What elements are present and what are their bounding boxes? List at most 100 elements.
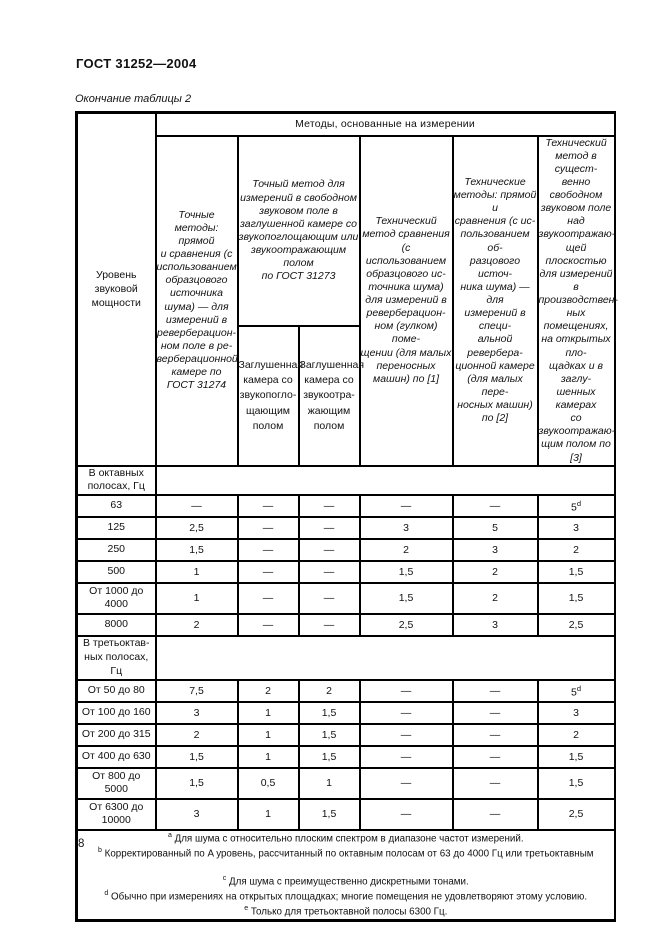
value-cell: 1	[297, 766, 361, 800]
value-cell: —	[451, 766, 539, 800]
value-cell: —	[358, 678, 454, 703]
value-cell: —	[297, 559, 361, 584]
value-cell: 5d	[536, 493, 616, 518]
row-label-cell: 250	[75, 537, 157, 562]
table-row: От 50 до 80 7,5 2 2— —5d	[75, 678, 616, 703]
value-cell: 1	[236, 797, 300, 831]
value-cell: —	[451, 722, 539, 747]
footnote-marker: c	[222, 874, 227, 882]
subheader-row: Заглушенная камера со звукопогло- щающим…	[77, 325, 615, 467]
method-header-col2: Точные методы: прямой и сравнения (с исп…	[154, 134, 239, 467]
table-row: 250 1,5— —2 3 2	[75, 537, 616, 562]
value-cell: 1,5	[358, 581, 454, 615]
table-row: От 800 до 5000 1,5 0,5 1— —1,5	[75, 766, 616, 800]
footnote-c: c Для шума с преимущественно дискретными…	[222, 874, 469, 888]
value-cell: —	[451, 678, 539, 703]
value-cell: —	[451, 797, 539, 831]
footnote-a: a Для шума с относительно плоским спектр…	[167, 831, 524, 845]
value-cell: 1	[236, 744, 300, 769]
row-label-cell: От 1000 до 4000	[75, 581, 157, 615]
subheader-col4: Заглушенная камера со звукоотра- жающим …	[297, 325, 364, 467]
row-label-cell: 63	[75, 493, 157, 518]
value-cell: —	[297, 612, 361, 637]
row-label-cell: От 6300 до 10000	[75, 797, 157, 831]
footnote-marker: a	[167, 831, 172, 839]
footnote-b: b Корректированный по A уровень, рассчит…	[98, 846, 594, 860]
footnote-marker: e	[244, 904, 249, 912]
table-row: От 400 до 630 1,5 1 1,5— —1,5	[75, 744, 616, 769]
value-cell: 1	[236, 700, 300, 725]
value-cell: —	[236, 559, 300, 584]
row-label-cell: От 800 до 5000	[75, 766, 157, 800]
value-cell: —	[451, 744, 539, 769]
value-cell: 1,5	[297, 722, 361, 747]
footnote-d: d Обычно при измерениях на открытых площ…	[104, 889, 588, 903]
doc-number: ГОСТ 31252—2004	[76, 56, 197, 71]
col1-header-cell: Уровень звуковой мощности	[75, 111, 157, 467]
value-cell: —	[297, 537, 361, 562]
value-cell: —	[297, 515, 361, 540]
value-cell: 1,5	[297, 744, 361, 769]
row-label-cell: От 50 до 80	[75, 678, 157, 703]
value-cell: 3	[154, 700, 239, 725]
value-cell: 3	[154, 797, 239, 831]
section-label-cell: В октавных полосах, Гц	[75, 464, 157, 496]
footnote-ref: d	[576, 683, 582, 693]
row-label-cell: От 400 до 630	[75, 744, 157, 769]
table-2: Уровень звуковой мощности Методы, основа…	[75, 111, 618, 922]
value-cell: 3	[451, 537, 539, 562]
value-cell: 2	[451, 581, 539, 615]
value-cell: 2	[236, 678, 300, 703]
method-header-row: Точные методы: прямой и сравнения (с исп…	[77, 134, 618, 467]
value-cell: —	[451, 700, 539, 725]
value-cell: 5	[451, 515, 539, 540]
value-cell: 0,5	[236, 766, 300, 800]
value-cell: —	[451, 493, 539, 518]
value-cell: 2,5	[536, 797, 616, 831]
value-cell: 1,5	[536, 581, 616, 615]
value-cell: —	[358, 700, 454, 725]
value-cell: 1,5	[297, 797, 361, 831]
row-label-cell: От 200 до 315	[75, 722, 157, 747]
value-cell: —	[236, 612, 300, 637]
value-cell: 2,5	[536, 612, 616, 637]
band-header-cell: Методы, основанные на измерении	[154, 111, 616, 137]
value-cell: 1,5	[297, 700, 361, 725]
value-cell: 1	[154, 581, 239, 615]
footnotes-row: a Для шума с относительно плоским спектр…	[75, 828, 616, 922]
value-cell: —	[358, 722, 454, 747]
table-row: От 200 до 315 2 1 1,5— —2	[75, 722, 616, 747]
row-label-cell: 8000	[75, 612, 157, 637]
footnote-ref: d	[576, 498, 582, 508]
value-cell: 1,5	[358, 559, 454, 584]
table-body: В октавных полосах, Гц 63— — — — —5d 125 2,5— —3…	[75, 464, 616, 831]
footnotes-cell: a Для шума с относительно плоским спектр…	[75, 828, 616, 922]
value-cell: 1,5	[154, 537, 239, 562]
table-row: 63— — — — —5d	[75, 493, 616, 518]
value-cell: —	[358, 797, 454, 831]
row-label-cell: 125	[75, 515, 157, 540]
row-label-cell: От 100 до 160	[75, 700, 157, 725]
table-row: 500 1— —1,5 2 1,5	[75, 559, 616, 584]
value-cell: 2,5	[358, 612, 454, 637]
method-header-col7: Технический метод в сущест- венно свобод…	[536, 134, 618, 467]
section-label-cell: В третьоктав- ных полосах, Гц	[75, 634, 157, 681]
section-header-row: В октавных полосах, Гц	[75, 464, 616, 496]
section-header-row: В третьоктав- ных полосах, Гц	[75, 634, 616, 681]
value-cell: 5d	[536, 678, 616, 703]
value-cell: 1	[236, 722, 300, 747]
value-cell: 1,5	[154, 744, 239, 769]
value-cell: 7,5	[154, 678, 239, 703]
table-row: От 1000 до 4000 1— —1,5 2 1,5	[75, 581, 616, 615]
row-label-cell: 500	[75, 559, 157, 584]
value-cell: 2	[536, 722, 616, 747]
value-cell: 2	[536, 537, 616, 562]
table-caption: Окончание таблицы 2	[75, 93, 192, 105]
value-cell: 1,5	[154, 766, 239, 800]
value-cell: 2	[358, 537, 454, 562]
value-cell: —	[358, 766, 454, 800]
value-cell: 1,5	[536, 744, 616, 769]
footnote-e: e Только для третьоктавной полосы 6300 Г…	[244, 904, 448, 918]
value-cell: —	[297, 581, 361, 615]
subheader-col3: Заглушенная камера со звукопогло- щающим…	[236, 325, 303, 467]
